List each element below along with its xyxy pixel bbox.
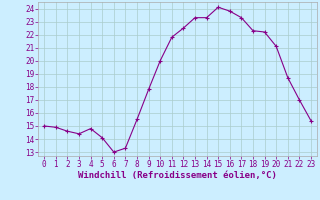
X-axis label: Windchill (Refroidissement éolien,°C): Windchill (Refroidissement éolien,°C) — [78, 171, 277, 180]
